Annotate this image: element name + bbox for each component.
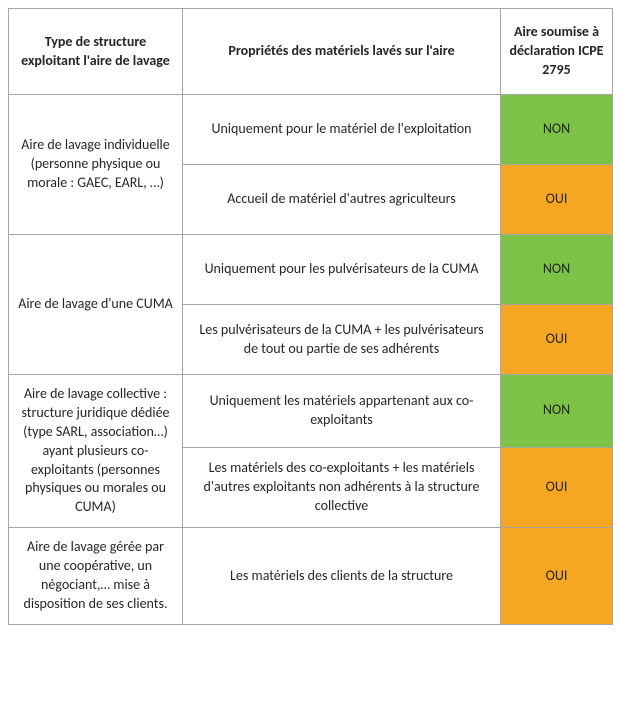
- icpe-table: Type de structure exploitant l'aire de l…: [8, 8, 613, 625]
- header-row: Type de structure exploitant l'aire de l…: [9, 9, 613, 95]
- header-structure: Type de structure exploitant l'aire de l…: [9, 9, 183, 95]
- structure-cell: Aire de lavage d'une CUMA: [9, 235, 183, 375]
- table-body: Aire de lavage individuelle (personne ph…: [9, 95, 613, 625]
- status-cell: NON: [501, 95, 613, 165]
- structure-cell: Aire de lavage individuelle (personne ph…: [9, 95, 183, 235]
- structure-cell: Aire de lavage gérée par une coopérative…: [9, 528, 183, 625]
- status-cell: NON: [501, 235, 613, 305]
- property-cell: Les pulvérisateurs de la CUMA + les pulv…: [183, 305, 501, 375]
- table-row: Aire de lavage d'une CUMAUniquement pour…: [9, 235, 613, 305]
- table-row: Aire de lavage gérée par une coopérative…: [9, 528, 613, 625]
- status-cell: OUI: [501, 165, 613, 235]
- header-status: Aire soumise à déclaration ICPE 2795: [501, 9, 613, 95]
- table-row: Aire de lavage individuelle (personne ph…: [9, 95, 613, 165]
- property-cell: Uniquement pour les pulvérisateurs de la…: [183, 235, 501, 305]
- property-cell: Uniquement pour le matériel de l'exploit…: [183, 95, 501, 165]
- status-cell: NON: [501, 375, 613, 448]
- table-row: Aire de lavage collective : structure ju…: [9, 375, 613, 448]
- status-cell: OUI: [501, 447, 613, 528]
- property-cell: Les matériels des co-exploitants + les m…: [183, 447, 501, 528]
- property-cell: Les matériels des clients de la structur…: [183, 528, 501, 625]
- status-cell: OUI: [501, 305, 613, 375]
- header-properties: Propriétés des matériels lavés sur l'air…: [183, 9, 501, 95]
- structure-cell: Aire de lavage collective : structure ju…: [9, 375, 183, 528]
- property-cell: Uniquement les matériels appartenant aux…: [183, 375, 501, 448]
- property-cell: Accueil de matériel d'autres agriculteur…: [183, 165, 501, 235]
- status-cell: OUI: [501, 528, 613, 625]
